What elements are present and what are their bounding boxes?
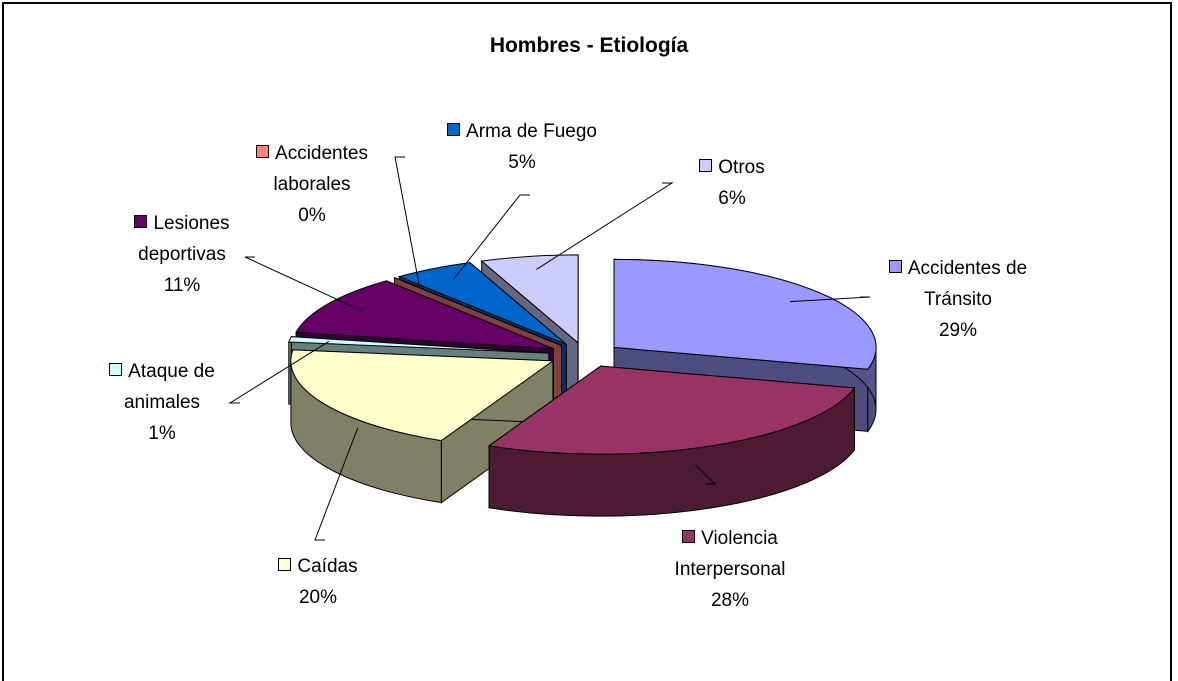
legend-entry: Accidentes de Tránsito: [858, 253, 1058, 315]
value-label: 1%: [148, 423, 176, 444]
legend-swatch: [278, 558, 292, 571]
legend-swatch: [447, 123, 461, 136]
value-label: 6%: [718, 188, 746, 209]
slice: [288, 336, 549, 354]
data-label: Accidentes de Tránsito 29%: [858, 253, 1058, 346]
category-label: Lesiones deportivas: [138, 213, 230, 265]
legend-entry: Accidentes laborales: [242, 138, 382, 200]
value-label: 0%: [298, 205, 326, 226]
value-label: 28%: [710, 590, 750, 611]
leader-line: [228, 340, 330, 404]
legend-swatch: [256, 145, 270, 158]
leader-line: [695, 464, 717, 485]
legend-entry: Caídas: [258, 551, 378, 582]
category-label: Arma de Fuego: [466, 121, 597, 142]
slice: [397, 262, 567, 345]
data-label: Violencia Interpersonal 28%: [645, 523, 815, 616]
category-label: Otros: [718, 157, 765, 178]
data-label: Otros 6%: [677, 152, 787, 214]
category-label: Accidentes de Tránsito: [907, 258, 1028, 310]
slice: [290, 349, 555, 442]
leader-line: [536, 182, 674, 270]
data-label: Caídas 20%: [258, 551, 378, 613]
slice: [613, 258, 877, 370]
value-label: 20%: [298, 587, 338, 608]
data-label: Arma de Fuego 5%: [422, 116, 622, 178]
leader-line: [394, 156, 421, 288]
legend-entry: Otros: [677, 152, 787, 183]
data-label: Ataque de animales 1%: [87, 356, 237, 449]
value-label: 11%: [163, 275, 201, 296]
legend-swatch: [888, 260, 902, 273]
slice: [394, 277, 562, 346]
legend-entry: Arma de Fuego: [422, 116, 622, 147]
value-label: 29%: [938, 320, 978, 341]
legend-swatch: [109, 363, 123, 376]
legend-entry: Violencia Interpersonal: [645, 523, 815, 585]
leader-line: [244, 256, 362, 312]
legend-swatch: [682, 530, 696, 543]
leader-line: [314, 427, 359, 541]
slice: [487, 365, 856, 455]
legend-entry: Ataque de animales: [87, 356, 237, 418]
leader-line: [789, 296, 871, 303]
legend-swatch: [699, 159, 713, 172]
value-label: 5%: [508, 152, 536, 173]
legend-swatch: [134, 215, 148, 228]
category-label: Ataque de animales: [123, 361, 215, 413]
leader-line: [452, 194, 530, 281]
slice: [480, 254, 579, 344]
category-label: Accidentes laborales: [273, 143, 368, 195]
data-label: Accidentes laborales 0%: [242, 138, 382, 231]
chart-title: Hombres - Etiología: [489, 34, 689, 57]
slice: [295, 280, 554, 350]
data-label: Lesiones deportivas 11%: [117, 208, 247, 301]
category-label: Violencia Interpersonal: [674, 528, 786, 580]
legend-entry: Lesiones deportivas: [117, 208, 247, 270]
category-label: Caídas: [297, 556, 358, 577]
